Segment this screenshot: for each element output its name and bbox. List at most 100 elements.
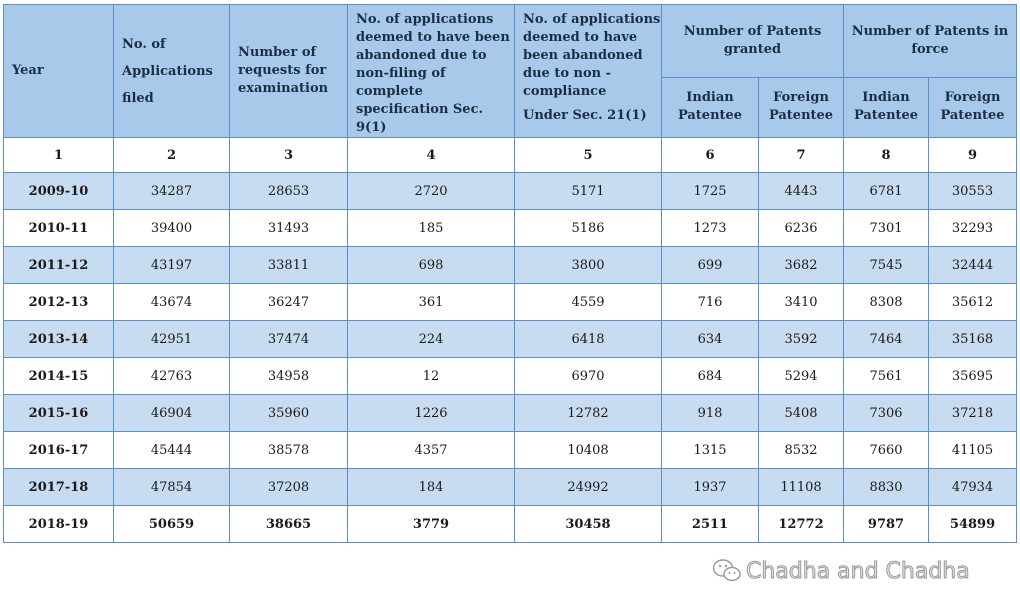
value-cell: 35168: [928, 320, 1018, 358]
value-cell: 28653: [229, 172, 348, 210]
value-cell: 8308: [843, 283, 930, 321]
value-cell: 716: [661, 283, 759, 321]
value-cell: 184: [347, 468, 515, 506]
year-cell: 2015-16: [3, 394, 114, 432]
table-row: 2017-18 47854 37208 184 24992 1937 11108 8830 47…: [3, 468, 1018, 506]
value-cell: 39400: [113, 209, 230, 247]
value-cell: 6418: [514, 320, 662, 358]
value-cell: 7545: [843, 246, 930, 284]
watermark-text: Chadha and Chadha: [746, 558, 971, 584]
value-cell: 35960: [229, 394, 348, 432]
value-cell: 634: [661, 320, 759, 358]
value-cell: 34958: [229, 357, 348, 395]
value-cell: 12772: [757, 505, 845, 543]
value-cell: 42763: [113, 357, 230, 395]
table-row: 2009-10 34287 28653 2720 5171 1725 4443 6781 305…: [3, 172, 1018, 210]
column-number: 1: [3, 137, 114, 173]
value-cell: 35612: [928, 283, 1018, 321]
value-cell: 6781: [843, 172, 930, 210]
value-cell: 54899: [928, 505, 1018, 543]
value-cell: 6236: [757, 209, 845, 247]
value-cell: 30553: [928, 172, 1018, 210]
value-cell: 1315: [661, 431, 759, 469]
value-cell: 38578: [229, 431, 348, 469]
value-cell: 4559: [514, 283, 662, 321]
value-cell: 1273: [661, 209, 759, 247]
value-cell: 7561: [843, 357, 930, 395]
year-cell: 2014-15: [3, 357, 114, 395]
header-abandoned-sec21-text: No. of applications deemed to have been …: [523, 12, 661, 99]
header-patents-granted: Number of Patents granted: [660, 4, 845, 78]
column-number: 4: [347, 137, 515, 173]
header-abandoned-sec21-section: Under Sec. 21(1): [523, 108, 647, 123]
value-cell: 24992: [514, 468, 662, 506]
table-row: 2015-16 46904 35960 1226 12782 918 5408 7306 372…: [3, 394, 1018, 432]
year-cell: 2011-12: [3, 246, 114, 284]
value-cell: 12782: [514, 394, 662, 432]
value-cell: 37218: [928, 394, 1018, 432]
value-cell: 5171: [514, 172, 662, 210]
value-cell: 8830: [843, 468, 930, 506]
header-granted-indian: Indian Patentee: [661, 76, 759, 139]
value-cell: 10408: [514, 431, 662, 469]
value-cell: 32444: [928, 246, 1018, 284]
value-cell: 36247: [229, 283, 348, 321]
header-abandoned-sec9: No. of applications deemed to have been …: [347, 4, 515, 138]
column-number: 2: [113, 137, 230, 173]
value-cell: 7660: [843, 431, 930, 469]
table-body: 2009-10 34287 28653 2720 5171 1725 4443 6781 305…: [3, 172, 1018, 543]
year-cell: 2016-17: [3, 431, 114, 469]
value-cell: 38665: [229, 505, 348, 543]
header-granted-foreign: Foreign Patentee: [757, 76, 845, 139]
value-cell: 4443: [757, 172, 845, 210]
value-cell: 684: [661, 357, 759, 395]
value-cell: 1725: [661, 172, 759, 210]
header-requests-examination: Number of requests for examination: [229, 4, 348, 138]
header-inforce-indian: Indian Patentee: [843, 76, 930, 139]
table-row: 2016-17 45444 38578 4357 10408 1315 8532 7660 41…: [3, 431, 1018, 469]
value-cell: 7306: [843, 394, 930, 432]
value-cell: 1937: [661, 468, 759, 506]
column-number-row: 1 2 3 4 5 6 7 8 9: [3, 137, 1018, 173]
table-row: 2011-12 43197 33811 698 3800 699 3682 7545 32444: [3, 246, 1018, 284]
value-cell: 11108: [757, 468, 845, 506]
column-number: 7: [757, 137, 845, 173]
value-cell: 30458: [514, 505, 662, 543]
value-cell: 43197: [113, 246, 230, 284]
value-cell: 42951: [113, 320, 230, 358]
value-cell: 37208: [229, 468, 348, 506]
column-number: 9: [928, 137, 1018, 173]
value-cell: 3592: [757, 320, 845, 358]
value-cell: 7301: [843, 209, 930, 247]
value-cell: 12: [347, 357, 515, 395]
header-applications-filed: No. of Applications filed: [113, 4, 230, 138]
wechat-icon: [712, 559, 741, 582]
column-number: 6: [661, 137, 759, 173]
value-cell: 4357: [347, 431, 515, 469]
table-row: 2012-13 43674 36247 361 4559 716 3410 8308 35612: [3, 283, 1018, 321]
value-cell: 45444: [113, 431, 230, 469]
value-cell: 47854: [113, 468, 230, 506]
value-cell: 6970: [514, 357, 662, 395]
value-cell: 33811: [229, 246, 348, 284]
value-cell: 698: [347, 246, 515, 284]
value-cell: 3682: [757, 246, 845, 284]
watermark: Chadha and Chadha: [712, 556, 970, 586]
year-cell: 2010-11: [3, 209, 114, 247]
value-cell: 2511: [661, 505, 759, 543]
header-year: Year: [3, 4, 114, 138]
value-cell: 5408: [757, 394, 845, 432]
year-cell: 2013-14: [3, 320, 114, 358]
header-abandoned-sec21: No. of applications deemed to have been …: [514, 4, 662, 138]
value-cell: 41105: [928, 431, 1018, 469]
table-row: 2018-19 50659 38665 3779 30458 2511 12772 9787 5…: [3, 505, 1018, 543]
value-cell: 31493: [229, 209, 348, 247]
value-cell: 699: [661, 246, 759, 284]
year-cell: 2018-19: [3, 505, 114, 543]
value-cell: 43674: [113, 283, 230, 321]
value-cell: 8532: [757, 431, 845, 469]
year-cell: 2012-13: [3, 283, 114, 321]
value-cell: 7464: [843, 320, 930, 358]
value-cell: 37474: [229, 320, 348, 358]
value-cell: 50659: [113, 505, 230, 543]
